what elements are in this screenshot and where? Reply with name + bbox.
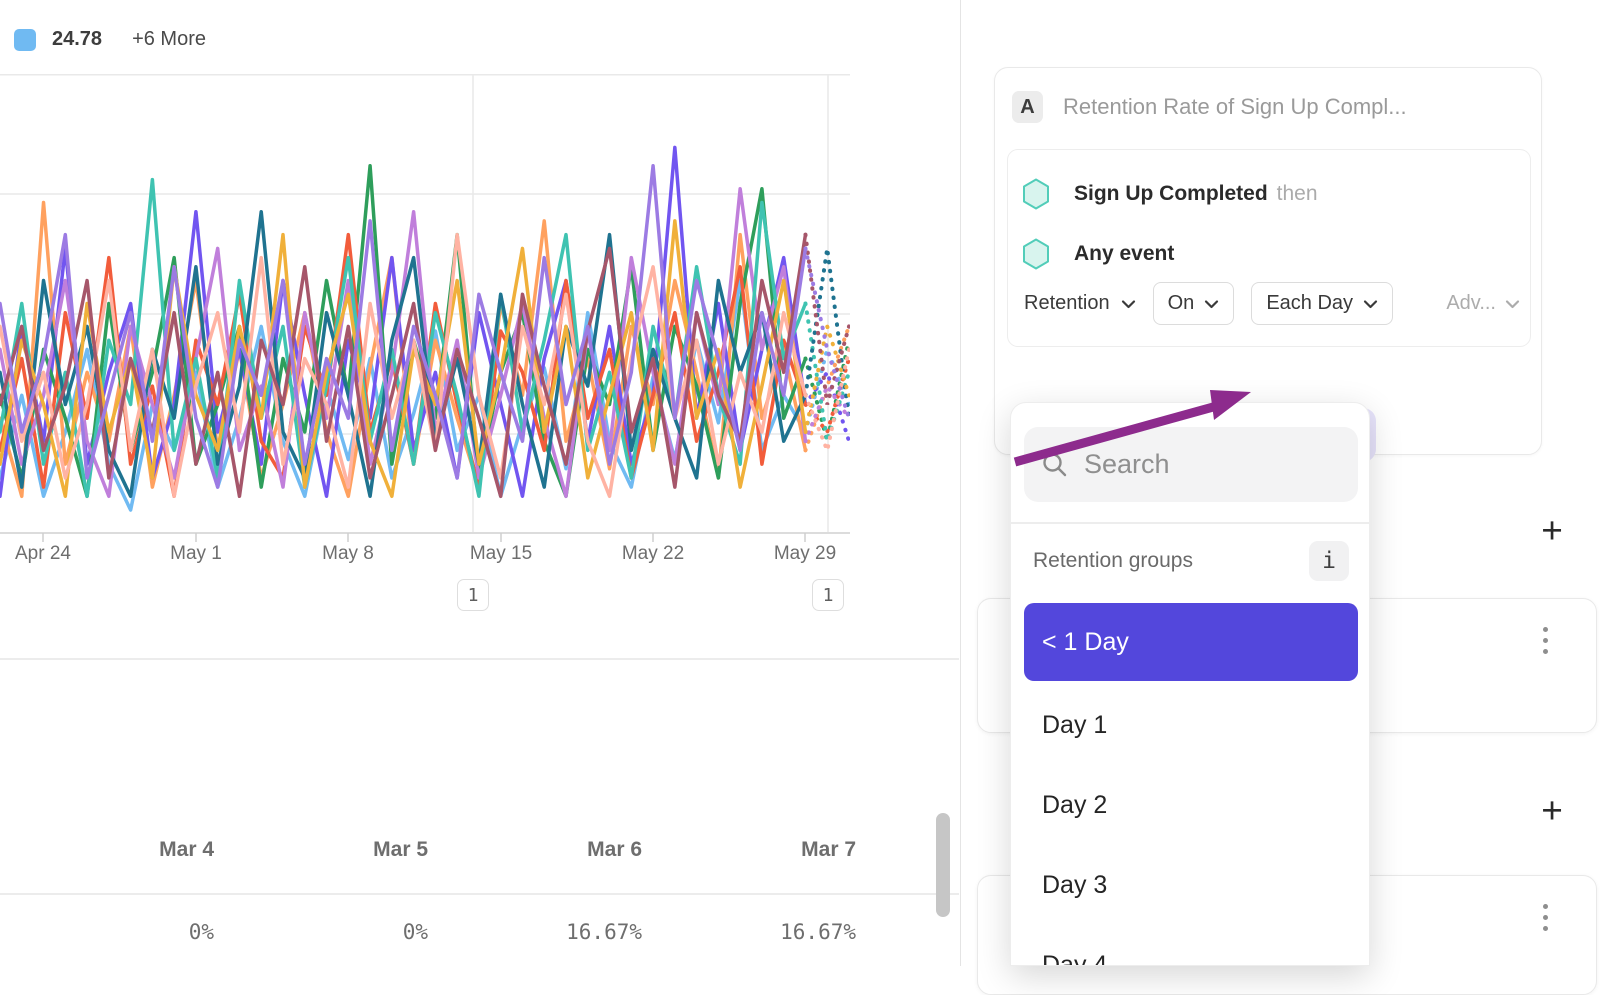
series-a-badge: A [1012, 91, 1043, 123]
event-row-any-event[interactable]: Any event [1022, 226, 1174, 282]
x-tick-label: May 1 [170, 543, 222, 564]
add-metric-button[interactable]: + [1541, 510, 1563, 551]
section-label: Retention groups [1033, 549, 1193, 572]
period-badge[interactable]: 1 [457, 579, 489, 611]
event-name[interactable]: Sign Up Completed [1074, 182, 1268, 205]
kebab-menu-icon[interactable] [1543, 904, 1548, 931]
table-cell: 16.67% [566, 920, 642, 944]
chart-legend: 24.78 +6 More [14, 28, 206, 51]
legend-more-button[interactable]: +6 More [132, 28, 206, 50]
event-hexagon-icon [1023, 178, 1049, 210]
search-icon [1043, 452, 1067, 476]
dropdown-item-lt-1-day[interactable]: < 1 Day [1024, 603, 1358, 681]
retention-line-chart[interactable] [0, 74, 850, 544]
dropdown-item-day-1[interactable]: Day 1 [1042, 710, 1108, 739]
table-header-divider [0, 893, 959, 895]
kebab-menu-icon[interactable] [1543, 627, 1548, 654]
event-hexagon-icon [1023, 238, 1049, 270]
legend-value: 24.78 [52, 28, 103, 50]
table-header: Mar 7 [801, 838, 856, 861]
chart-canvas [0, 74, 850, 542]
retention-table-header-row: Mar 4 Mar 5 Mar 6 Mar 7 [0, 838, 856, 862]
table-header: Mar 4 [159, 838, 214, 861]
dropdown-item-day-3[interactable]: Day 3 [1042, 870, 1108, 899]
vertical-scrollbar[interactable] [936, 813, 950, 917]
table-cell: 0% [402, 920, 428, 944]
panel-divider [960, 0, 962, 966]
table-header: Mar 6 [587, 838, 642, 861]
each-day-dropdown[interactable]: Each Day [1251, 282, 1394, 325]
retention-mode-dropdown[interactable]: Retention [1024, 292, 1136, 315]
event-name[interactable]: Any event [1074, 242, 1175, 265]
dropdown-item-day-2[interactable]: Day 2 [1042, 790, 1108, 819]
query-card-header: A Retention Rate of Sign Up Compl... [1012, 91, 1407, 123]
chevron-down-icon [1121, 299, 1135, 308]
retention-table-value-row: 0% 0% 16.67% 16.67% [0, 920, 856, 944]
chevron-down-icon [1363, 299, 1378, 308]
dropdown-item-day-4[interactable]: Day 4 [1042, 950, 1108, 966]
dropdown-divider [1011, 522, 1369, 524]
event-then-label: then [1276, 182, 1318, 205]
period-badge[interactable]: 1 [812, 579, 844, 611]
x-tick-label: May 8 [322, 543, 374, 564]
chart-panel: 24.78 +6 More Apr 24 May 1 May 8 May 15 … [0, 28, 959, 944]
dropdown-section-row: Retention groups i [1033, 541, 1349, 581]
query-title[interactable]: Retention Rate of Sign Up Compl... [1063, 94, 1407, 119]
advanced-dropdown[interactable]: Adv... [1446, 292, 1520, 315]
section-divider [0, 658, 959, 660]
chevron-down-icon [1205, 299, 1219, 308]
table-cell: 0% [188, 920, 214, 944]
dropdown-search[interactable] [1024, 427, 1358, 502]
table-header: Mar 5 [373, 838, 428, 861]
add-metric-button[interactable]: + [1541, 790, 1563, 831]
x-tick-label: May 22 [621, 543, 685, 564]
retention-controls-row: Retention On Each Day Adv... [1024, 282, 1520, 325]
query-card: A Retention Rate of Sign Up Compl... Sig… [994, 67, 1542, 462]
info-icon[interactable]: i [1309, 541, 1349, 581]
chevron-down-icon [1505, 299, 1520, 308]
x-tick-label: May 29 [773, 543, 837, 564]
on-dropdown[interactable]: On [1152, 282, 1235, 325]
table-cell: 16.67% [780, 920, 856, 944]
retention-group-dropdown: Retention groups i < 1 Day Day 1 Day 2 D… [1010, 402, 1370, 966]
search-input[interactable] [1084, 449, 1324, 480]
query-builder-panel: A Retention Rate of Sign Up Compl... Sig… [961, 0, 1616, 995]
event-card: Sign Up Completed then Any event Retentio… [1007, 149, 1531, 347]
legend-swatch[interactable] [14, 28, 36, 51]
x-tick-label: May 15 [469, 543, 533, 564]
x-tick-label: Apr 24 [15, 543, 71, 564]
event-row-signup[interactable]: Sign Up Completed then [1022, 166, 1318, 222]
